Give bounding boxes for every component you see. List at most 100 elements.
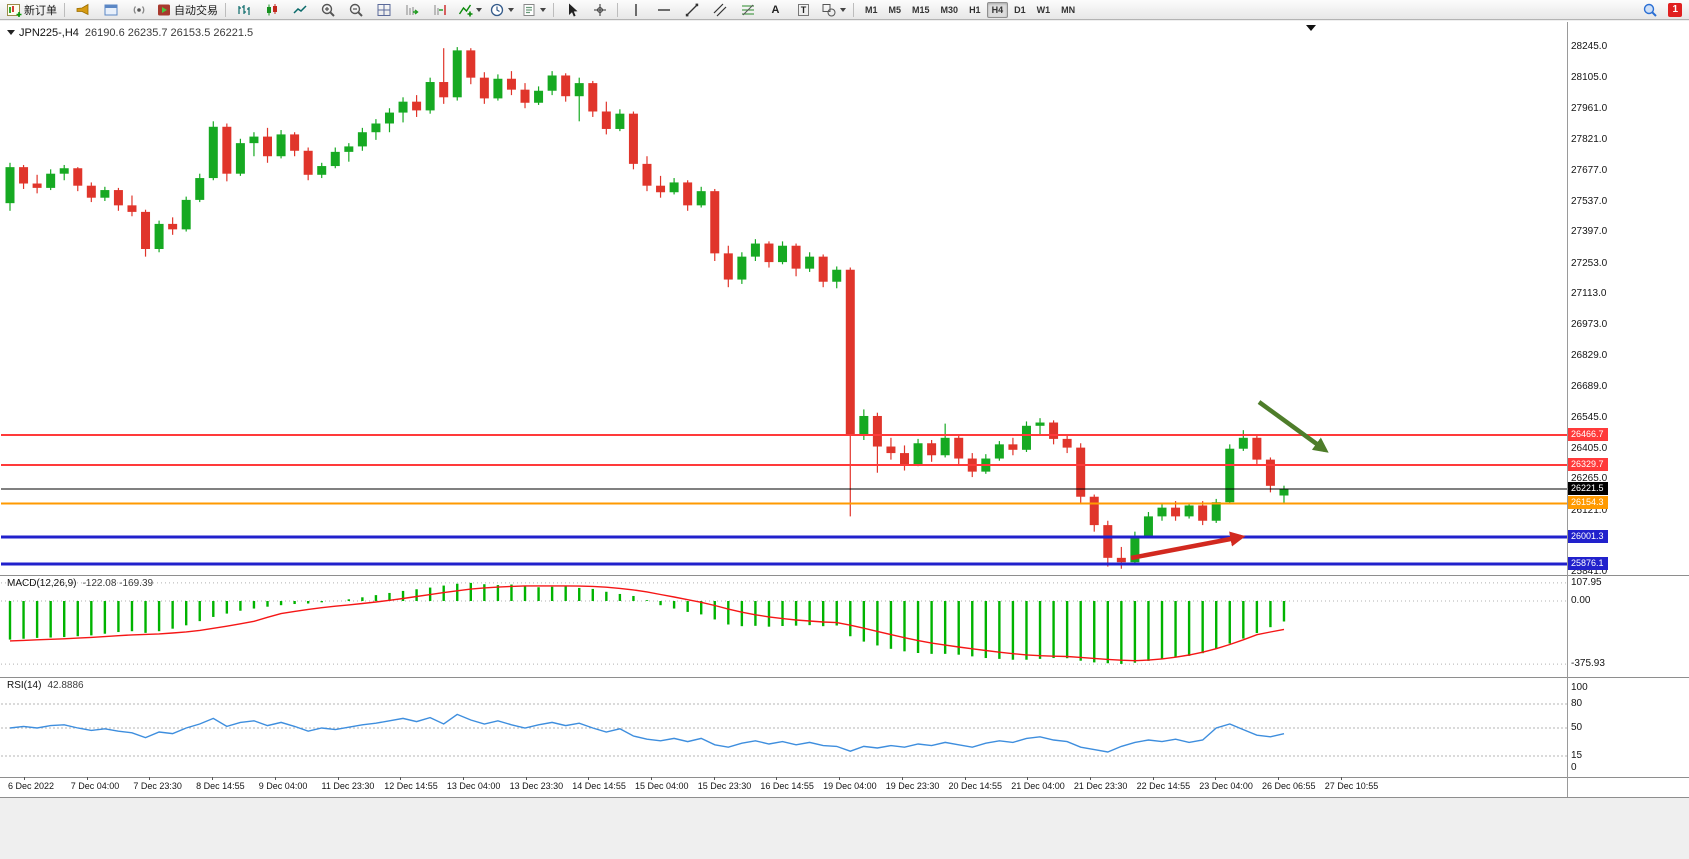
timeframe-button-w1[interactable]: W1 xyxy=(1036,4,1051,15)
bear-candle xyxy=(303,147,313,181)
auto-scroll-button[interactable] xyxy=(398,0,425,20)
macd-panel[interactable] xyxy=(1,576,1567,676)
bear-candle xyxy=(86,182,96,203)
crosshair-button[interactable] xyxy=(586,0,613,20)
timeframe-button-m1[interactable]: M1 xyxy=(865,4,878,15)
channel-tool-button[interactable] xyxy=(706,0,733,20)
timeframe-button-d1[interactable]: D1 xyxy=(1014,4,1026,15)
macd-values: -122.08 -169.39 xyxy=(82,578,154,589)
price-axis-label: 27961.0 xyxy=(1571,103,1608,115)
bear-candle xyxy=(954,435,964,464)
vertical-line-tool-button[interactable] xyxy=(622,0,649,20)
chart-shift-button[interactable] xyxy=(426,0,453,20)
bear-candle xyxy=(439,48,449,104)
horizontal-line-tool-button[interactable] xyxy=(650,0,677,20)
timeframe-button-m30[interactable]: M30 xyxy=(940,4,959,15)
zoom-out-button[interactable] xyxy=(342,0,369,20)
new-order-label: 新订单 xyxy=(24,4,57,17)
panel-separator[interactable] xyxy=(0,677,1689,678)
bear-candle xyxy=(899,445,909,471)
price-axis-label: 27677.0 xyxy=(1571,165,1608,177)
time-tick xyxy=(1089,777,1091,780)
timeframe-button-m15[interactable]: M15 xyxy=(912,4,930,15)
bear-candle xyxy=(628,111,638,170)
time-tick xyxy=(1027,777,1029,780)
panel-separator[interactable] xyxy=(0,575,1689,576)
line-chart-mode-button[interactable] xyxy=(286,0,313,20)
trendline-icon xyxy=(685,3,698,16)
rsi-axis-label: 50 xyxy=(1571,722,1583,733)
chart-shift-marker[interactable] xyxy=(1306,25,1316,31)
timeframe-button-mn[interactable]: MN xyxy=(1061,4,1076,15)
bear-candle xyxy=(1076,443,1086,504)
template-icon xyxy=(523,3,535,16)
one-click-trading-toggle-icon[interactable] xyxy=(7,30,15,35)
search-button[interactable] xyxy=(1636,0,1663,20)
auto-scroll-icon xyxy=(405,4,419,15)
price-axis-label: 26829.0 xyxy=(1571,350,1608,362)
timeframe-button-m5[interactable]: M5 xyxy=(888,4,902,15)
bull-candle xyxy=(59,164,69,181)
candlestick-mode-button[interactable] xyxy=(258,0,285,20)
up-bounce-arrow[interactable] xyxy=(1130,531,1246,561)
trendline-tool-button[interactable] xyxy=(678,0,705,20)
bear-candle xyxy=(845,267,855,517)
notification-badge[interactable]: 1 xyxy=(1668,2,1682,17)
alerts-button[interactable] xyxy=(69,0,96,20)
price-axis-label: 28245.0 xyxy=(1571,41,1608,53)
bull-candle xyxy=(805,252,815,272)
zoom-in-button[interactable] xyxy=(314,0,341,20)
bear-candle xyxy=(127,195,137,217)
horn-icon xyxy=(76,3,88,15)
bear-candle xyxy=(263,127,273,163)
price-axis-label: 26545.0 xyxy=(1571,412,1608,424)
candlestick-icon xyxy=(266,3,277,15)
time-axis-label: 19 Dec 04:00 xyxy=(823,781,877,791)
fibonacci-tool-button[interactable] xyxy=(734,0,761,20)
bear-candle xyxy=(141,209,151,257)
cursor-button[interactable] xyxy=(558,0,585,20)
bar-chart-mode-button[interactable] xyxy=(230,0,257,20)
dropdown-caret-icon xyxy=(508,7,514,12)
rsi-axis-label: 15 xyxy=(1571,750,1583,761)
rsi-panel[interactable] xyxy=(1,678,1567,777)
macd-title: MACD(12,26,9) xyxy=(7,578,77,589)
bull-candle xyxy=(574,77,584,122)
tile-windows-button[interactable] xyxy=(370,0,397,20)
time-tick xyxy=(588,777,590,780)
down-trend-arrow[interactable] xyxy=(1257,400,1329,453)
bear-candle xyxy=(1198,501,1208,526)
bull-candle xyxy=(669,178,679,195)
metaeditor-button[interactable] xyxy=(97,0,124,20)
new-order-button[interactable]: 新订单 xyxy=(3,0,60,20)
price-axis-label: 26405.0 xyxy=(1571,442,1608,454)
bear-candle xyxy=(1062,435,1072,454)
timeframe-button-h1[interactable]: H1 xyxy=(969,4,981,15)
bull-candle xyxy=(452,47,462,101)
toolbar-separator xyxy=(553,2,554,17)
rsi-axis-label: 100 xyxy=(1571,682,1588,693)
bull-candle xyxy=(208,121,218,181)
time-tick xyxy=(964,777,966,780)
label-tool-button[interactable]: T xyxy=(790,0,817,20)
toolbar: 新订单 自动交易 xyxy=(0,0,1689,20)
time-axis-label: 22 Dec 14:55 xyxy=(1136,781,1191,791)
price-chart[interactable] xyxy=(1,22,1567,574)
time-axis-label: 21 Dec 23:30 xyxy=(1073,781,1128,791)
periods-button[interactable] xyxy=(486,0,517,20)
bull-candle xyxy=(1035,418,1045,436)
bear-candle xyxy=(1265,457,1275,493)
text-tool-button[interactable]: A xyxy=(762,0,789,20)
timeframe-button-h4[interactable]: H4 xyxy=(986,1,1009,18)
price-tag: 26221.5 xyxy=(1568,481,1608,495)
indicators-button[interactable] xyxy=(454,0,485,20)
bear-candle xyxy=(683,180,693,211)
bull-candle xyxy=(317,162,327,179)
autotrading-button[interactable]: 自动交易 xyxy=(153,0,221,20)
shapes-tool-button[interactable] xyxy=(818,0,849,20)
dropdown-caret-icon xyxy=(540,7,546,12)
line-chart-icon xyxy=(292,4,307,14)
templates-button[interactable] xyxy=(518,0,549,20)
bull-candle xyxy=(534,86,544,105)
signals-button[interactable] xyxy=(125,0,152,20)
